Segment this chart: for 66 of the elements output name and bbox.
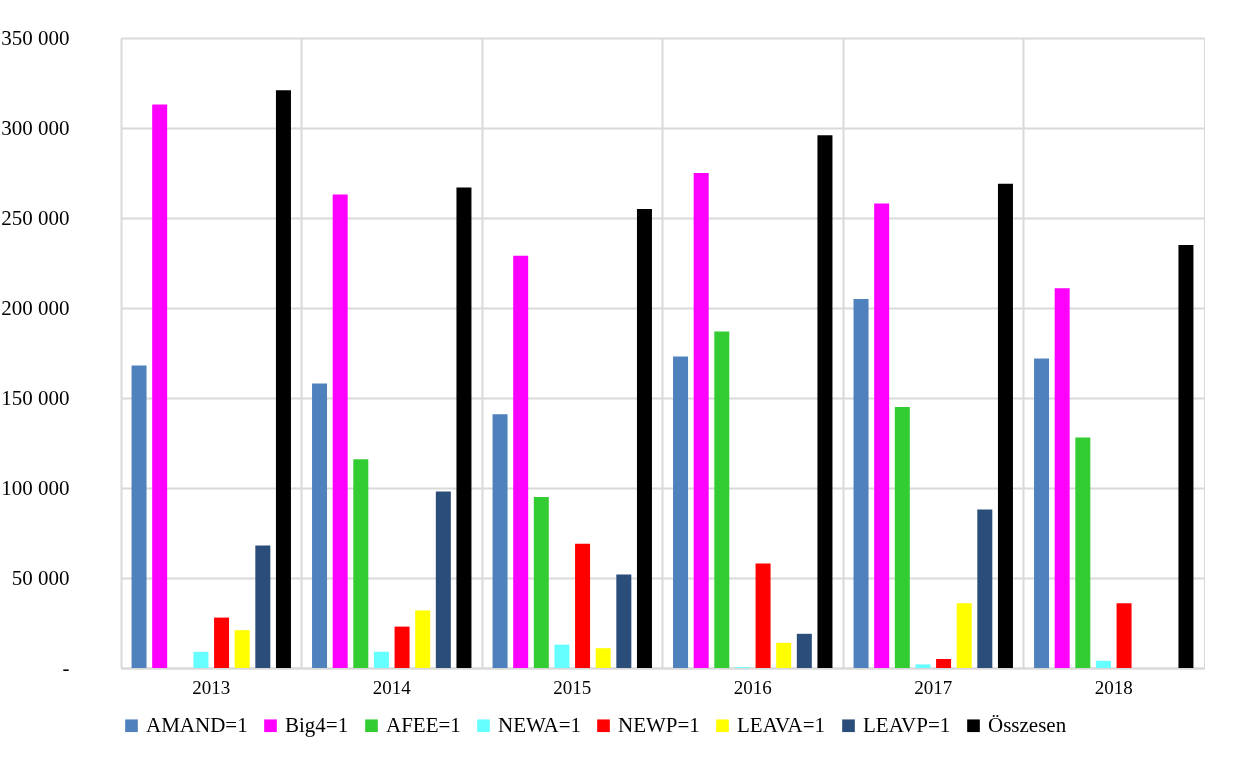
bar [394,626,410,668]
bar [492,414,508,668]
y-tick-label: 300 000 [1,115,70,140]
bar [1178,245,1194,668]
legend-label: NEWA=1 [498,712,581,737]
bar [673,356,689,668]
bar [193,651,209,668]
bar [152,104,168,668]
bar [1054,288,1070,668]
bar [936,659,952,668]
bar [755,563,771,668]
bar [131,365,147,668]
bar [776,642,792,668]
bar [234,630,250,668]
y-tick-label: 150 000 [1,385,70,410]
legend-label: Összesen [988,712,1067,737]
y-tick-label: 50 000 [11,565,70,590]
bar [977,509,993,668]
bar [595,648,611,668]
legend-label: LEAVP=1 [863,712,951,737]
bar [1075,437,1091,668]
bar [456,187,472,668]
bar [214,617,230,668]
bar [997,183,1013,668]
bar [415,610,431,668]
legend-label: LEAVA=1 [737,712,826,737]
x-tick-label: 2017 [914,676,953,698]
y-tick-label: - [62,655,70,680]
bar [817,135,833,668]
bar [312,383,328,668]
legend-label: Big4=1 [285,712,349,737]
x-tick-label: 2015 [553,676,592,698]
bar [435,491,451,668]
bar [1095,660,1111,668]
bar [1116,603,1132,668]
bar [956,603,972,668]
bar [894,407,910,668]
bar [1034,358,1050,668]
bar [796,633,812,668]
bar [332,194,348,668]
bar [353,459,369,668]
bar [554,644,570,668]
bar [693,173,709,668]
x-tick-label: 2013 [192,676,231,698]
legend-label: AFEE=1 [386,712,461,737]
bar [255,545,271,668]
y-tick-label: 350 000 [1,25,70,50]
bar [575,543,591,668]
bar [915,664,931,668]
bar [275,90,291,668]
bar [874,203,890,668]
legend-label: AMAND=1 [146,712,248,737]
x-tick-label: 2018 [1094,676,1133,698]
legend-label: NEWP=1 [618,712,700,737]
y-tick-label: 100 000 [1,475,70,500]
y-tick-label: 250 000 [1,205,70,230]
bar [513,255,529,668]
bar [373,651,389,668]
bar [636,209,652,668]
bar [853,299,869,668]
bar [714,331,730,668]
x-tick-label: 2016 [733,676,772,698]
y-tick-label: 200 000 [1,295,70,320]
x-tick-label: 2014 [372,676,412,698]
bar [616,574,632,668]
bar [533,497,549,668]
